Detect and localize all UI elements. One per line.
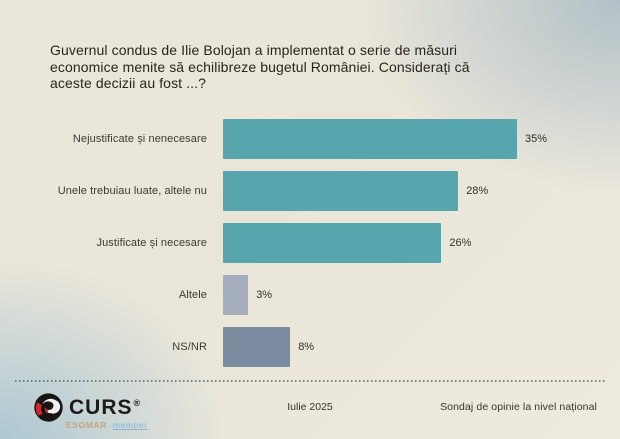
curs-logo-text: CURS® ESOMAR member <box>66 392 148 431</box>
bar-justificate <box>223 223 442 263</box>
value-label: 8% <box>298 341 315 353</box>
bar-altele <box>223 275 249 315</box>
question-title-line2: economice menite să echilibreze bugetul … <box>50 58 470 75</box>
bar-row-unele: Unele trebuiau luate, altele nu 28% <box>0 171 620 211</box>
category-label: NS/NR <box>172 341 207 353</box>
survey-date: Iulie 2025 <box>287 401 333 413</box>
bar-row-nejustificate: Nejustificate și nenecesare 35% <box>0 119 620 159</box>
question-title-line3: aceste decizii au fost ...? <box>50 75 207 91</box>
value-label: 28% <box>466 185 489 197</box>
question-title-line1: Guvernul condus de Ilie Bolojan a implem… <box>50 42 458 58</box>
bar-row-nsnr: NS/NR 8% <box>0 327 620 367</box>
bar-nejustificate <box>223 119 517 159</box>
horizontal-bar-chart: Nejustificate și nenecesare 35% Unele tr… <box>0 119 620 379</box>
bar-row-altele: Altele 3% <box>0 275 620 315</box>
bar-row-justificate: Justificate și necesare 26% <box>0 223 620 263</box>
bar-nsnr <box>223 327 291 367</box>
value-label: 3% <box>256 289 273 301</box>
curs-logo-icon <box>34 393 63 422</box>
value-label: 26% <box>449 237 472 249</box>
registered-mark: ® <box>133 398 141 408</box>
curs-wordmark: CURS® <box>69 396 141 419</box>
category-label: Justificate și necesare <box>96 237 207 249</box>
category-label: Nejustificate și nenecesare <box>72 133 207 145</box>
survey-scope-note: Sondaj de opinie la nivel național <box>440 401 597 413</box>
bar-unele <box>223 171 459 211</box>
member-label: member <box>112 420 148 430</box>
category-label: Altele <box>178 289 207 301</box>
curs-logo: CURS® ESOMAR member <box>33 392 148 430</box>
esomar-label: ESOMAR <box>66 420 107 430</box>
dotted-divider <box>15 380 606 382</box>
value-label: 35% <box>525 133 548 145</box>
question-title: Guvernul condus de Ilie Bolojan a implem… <box>50 42 590 92</box>
category-label: Unele trebuiau luate, altele nu <box>57 185 207 197</box>
esomar-member-line: ESOMAR member <box>66 420 148 430</box>
